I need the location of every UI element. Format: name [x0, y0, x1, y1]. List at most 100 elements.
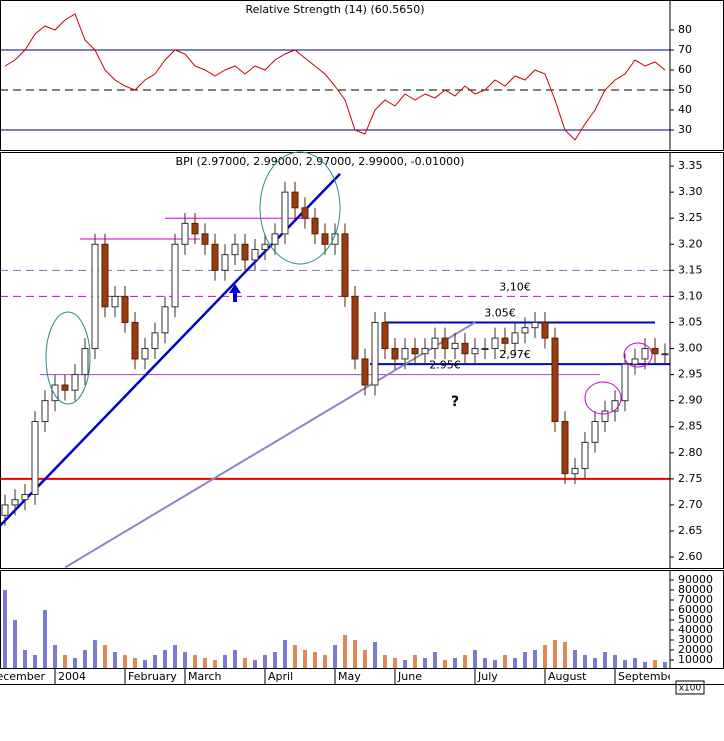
volume-bar: [503, 655, 507, 668]
candle-body: [441, 337, 449, 350]
candle-body: [251, 248, 259, 261]
volume-bar: [263, 655, 267, 668]
volume-bar: [363, 650, 367, 668]
volume-bar: [453, 658, 457, 668]
candle-body: [601, 410, 609, 423]
candle-body: [141, 348, 149, 360]
candle-body: [151, 332, 159, 350]
candle-body: [621, 363, 629, 402]
decorations: [45, 151, 653, 415]
volume-bar: [123, 655, 127, 668]
volume-bar: [413, 655, 417, 668]
y-tick-label: 2.70: [678, 498, 703, 511]
x-tick-label: December: [0, 670, 46, 683]
y-tick-label: 2.80: [678, 446, 703, 459]
candle-body: [121, 295, 129, 323]
x-tick-label: May: [338, 670, 361, 683]
highlight-ellipse: [259, 151, 341, 265]
arrow: [229, 284, 241, 302]
y-tick-label: 20000: [678, 643, 713, 656]
volume-bar: [393, 658, 397, 668]
y-tick-label: 50: [678, 83, 692, 96]
candle-body: [401, 348, 409, 360]
volume-bar: [43, 610, 47, 668]
candle-body: [591, 421, 599, 443]
volume-bar: [543, 645, 547, 668]
volume-bar: [483, 658, 487, 668]
y-tick-label: 80: [678, 23, 692, 36]
unit-label: x100: [679, 684, 702, 694]
candle-body: [461, 342, 469, 355]
volume-bar: [663, 662, 667, 668]
candle-body: [381, 321, 389, 350]
y-tick-label: 2.65: [678, 524, 703, 537]
candle-body: [611, 400, 619, 412]
volume-bar: [53, 645, 57, 668]
candle-body: [101, 243, 109, 308]
candle-body: [661, 353, 669, 356]
volume-bar: [613, 655, 617, 668]
volume-bar: [173, 645, 177, 668]
candle-body: [331, 233, 339, 245]
volume-bar: [653, 660, 657, 668]
volume-bar: [583, 655, 587, 668]
volume-bar: [303, 650, 307, 668]
volume-bar: [203, 658, 207, 668]
candle-body: [281, 191, 289, 235]
volume-bar: [463, 655, 467, 668]
candle-body: [261, 243, 269, 250]
volume-bar: [623, 660, 627, 668]
y-tick-label: 10000: [678, 653, 713, 666]
y-tick-label: 3.00: [678, 342, 703, 355]
candle-body: [221, 254, 229, 271]
volume-bar: [23, 650, 27, 668]
volume-bar: [593, 658, 597, 668]
candle-body: [391, 348, 399, 360]
candle-body: [511, 332, 519, 344]
candle-body: [651, 348, 659, 355]
highlight-ellipse: [623, 342, 653, 368]
annotation: 2.95€: [429, 359, 461, 372]
volume-bar: [133, 658, 137, 668]
volume-bar: [553, 640, 557, 668]
candle-body: [21, 493, 29, 501]
candle-body: [231, 243, 239, 256]
rsi-line: [4, 13, 666, 141]
candle-body: [81, 348, 89, 376]
volume-bar: [323, 655, 327, 668]
candle-body: [211, 243, 219, 271]
volume-bar: [523, 652, 527, 668]
candle-body: [111, 295, 119, 308]
volume-bar: [473, 650, 477, 668]
candle-body: [61, 384, 69, 391]
candle-body: [181, 222, 189, 245]
x-tick-label: August: [548, 670, 587, 683]
highlight-ellipse: [45, 311, 91, 405]
candle-body: [481, 348, 489, 351]
volume-bar: [563, 642, 567, 668]
panel-title: Relative Strength (14) (60.5650): [245, 3, 424, 16]
y-tick-label: 3.20: [678, 237, 703, 250]
candle-body: [341, 233, 349, 297]
candle-body: [451, 342, 459, 350]
y-tick-label: 70: [678, 43, 692, 56]
volume-bar: [343, 635, 347, 668]
candle-body: [1, 504, 9, 516]
trend-line: [64, 321, 476, 569]
candle-body: [351, 295, 359, 360]
candle-body: [581, 441, 589, 469]
volume-bar: [193, 655, 197, 668]
volume-bar: [103, 645, 107, 668]
volume-bar: [513, 658, 517, 668]
volume-bar: [273, 652, 277, 668]
candle-body: [371, 321, 379, 386]
volume-bar: [33, 655, 37, 668]
candle-body: [411, 348, 419, 355]
annotation: 2,97€: [499, 348, 531, 361]
candle-body: [311, 217, 319, 235]
candle-body: [631, 358, 639, 365]
volume-bar: [153, 655, 157, 668]
candle-body: [541, 321, 549, 339]
y-tick-label: 2.90: [678, 394, 703, 407]
y-tick-label: 60000: [678, 603, 713, 616]
